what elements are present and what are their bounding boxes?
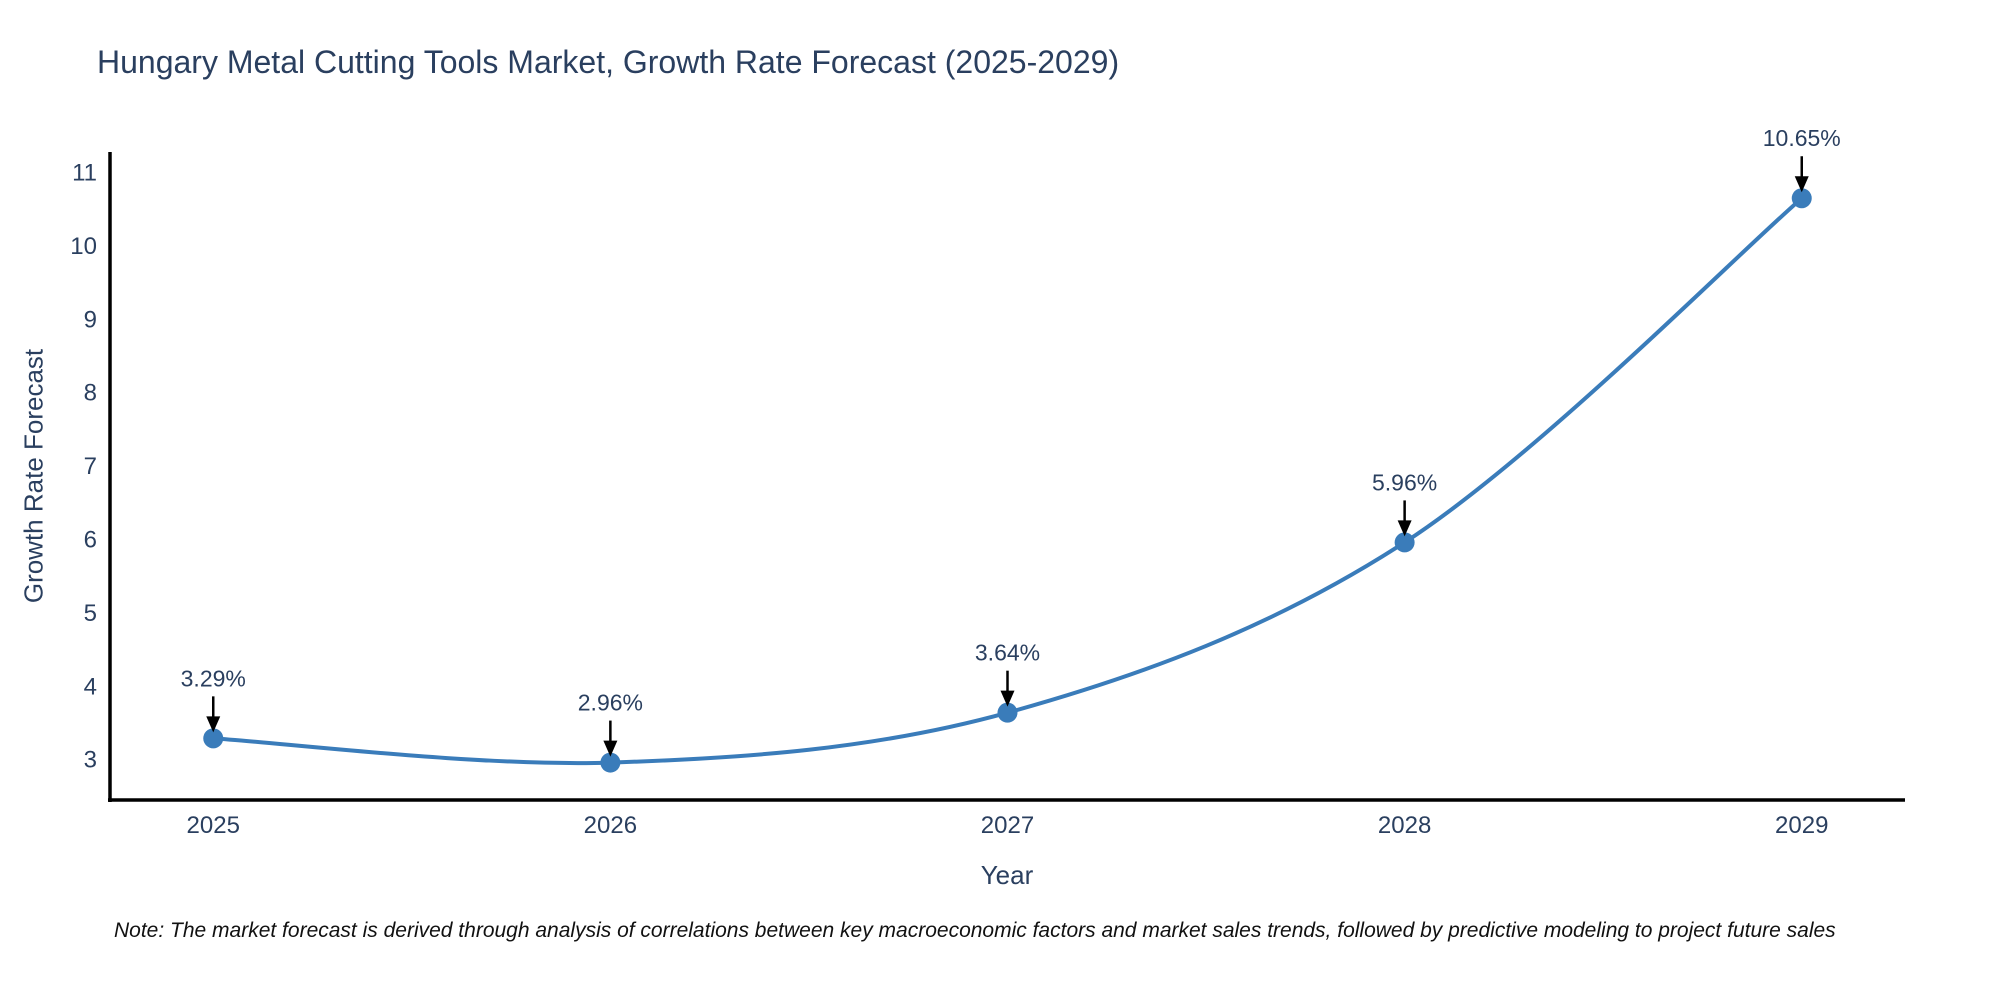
x-tick-label: 2028 (1378, 812, 1431, 839)
point-label: 10.65% (1763, 125, 1841, 151)
annotation-arrow-head (1397, 520, 1412, 537)
y-tick-label: 9 (84, 306, 97, 333)
annotation-arrow-head (206, 716, 221, 733)
point-label: 5.96% (1372, 469, 1437, 495)
y-tick-label: 6 (84, 526, 97, 553)
y-tick-label: 10 (70, 233, 97, 260)
y-tick-label: 11 (72, 160, 97, 187)
footnote: Note: The market forecast is derived thr… (114, 919, 1836, 942)
chart-title: Hungary Metal Cutting Tools Market, Grow… (97, 44, 1120, 80)
x-tick-label: 2027 (981, 812, 1034, 839)
point-label: 3.64% (975, 640, 1040, 666)
x-tick-label: 2025 (187, 812, 240, 839)
y-tick-label: 3 (84, 747, 97, 774)
data-point-marker (600, 752, 621, 773)
y-tick-label: 8 (84, 380, 97, 407)
forecast-line (211, 196, 1804, 766)
x-tick-label: 2029 (1775, 812, 1828, 839)
data-point-marker (997, 702, 1018, 723)
y-tick-label: 7 (84, 453, 97, 480)
annotation-arrow-head (1794, 176, 1809, 193)
data-point-marker (203, 728, 224, 749)
point-label: 2.96% (578, 690, 643, 716)
annotation-arrow-head (603, 740, 618, 757)
x-tick-label: 2026 (584, 812, 637, 839)
point-label: 3.29% (181, 665, 246, 691)
y-tick-label: 5 (84, 600, 97, 627)
x-axis-title: Year (980, 860, 1034, 890)
data-point-marker (1394, 532, 1415, 553)
data-point-marker (1791, 188, 1812, 209)
y-tick-label: 4 (84, 673, 97, 700)
annotation-arrow-head (1000, 690, 1015, 707)
